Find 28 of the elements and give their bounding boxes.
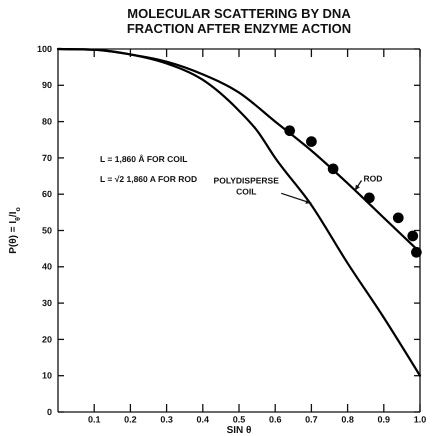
x-tick-label: 0.7 (305, 414, 318, 424)
annotation: L = 1,860 Å FOR COIL (100, 154, 188, 164)
x-axis-title: SIN θ (226, 425, 252, 436)
y-tick-label: 10 (42, 370, 52, 381)
x-tick-label: 0.4 (196, 414, 210, 424)
y-tick-label: 70 (42, 152, 52, 163)
x-tick-label: 0.8 (341, 414, 354, 424)
chart-title: MOLECULAR SCATTERING BY DNA (127, 6, 352, 21)
x-tick-label: 0.6 (268, 414, 282, 424)
series-label: ROD (363, 173, 382, 184)
y-tick-label: 40 (42, 262, 52, 272)
y-tick-label: 0 (46, 406, 52, 417)
x-tick-label: 0.9 (378, 414, 390, 424)
y-tick-label: 90 (42, 80, 52, 90)
chart-subtitle: FRACTION AFTER ENZYME ACTION (126, 21, 352, 36)
y-tick-label: 50 (42, 225, 52, 236)
y-tick-label: 30 (42, 298, 52, 308)
x-tick-label: 0.3 (160, 414, 173, 424)
x-tick-label: 0.2 (124, 414, 137, 424)
x-tick-label: 0.1 (88, 414, 100, 424)
y-tick-label: 80 (42, 116, 52, 126)
y-tick-label: 60 (42, 189, 52, 200)
y-tick-label: 100 (36, 44, 52, 54)
x-tick-label: 1.0 (414, 414, 426, 424)
x-tick-label: 0.5 (232, 414, 246, 424)
series-label: POLYDISPERSE COIL (214, 175, 280, 196)
annotation: L = √2 1,860 A FOR ROD (100, 174, 198, 184)
y-tick-label: 20 (42, 334, 52, 344)
